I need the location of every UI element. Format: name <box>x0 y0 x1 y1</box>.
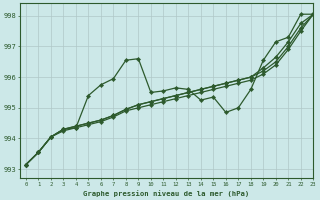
X-axis label: Graphe pression niveau de la mer (hPa): Graphe pression niveau de la mer (hPa) <box>84 190 250 197</box>
